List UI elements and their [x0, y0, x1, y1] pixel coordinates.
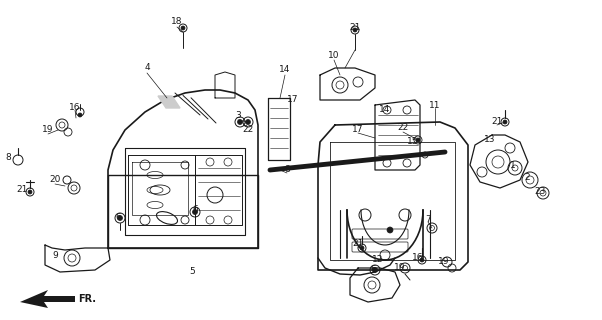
Text: 6: 6 [115, 213, 121, 222]
Text: 2: 2 [524, 173, 530, 182]
Text: 23: 23 [535, 188, 545, 196]
Circle shape [117, 215, 122, 220]
Circle shape [193, 210, 197, 214]
Text: 8: 8 [5, 154, 11, 163]
Text: 13: 13 [484, 135, 496, 145]
Text: 3: 3 [235, 110, 241, 119]
Text: 18: 18 [171, 18, 183, 27]
Circle shape [238, 119, 243, 124]
Text: 6: 6 [192, 205, 198, 214]
Circle shape [387, 227, 393, 233]
Text: 22: 22 [397, 124, 409, 132]
Circle shape [373, 268, 377, 273]
Text: 20: 20 [49, 175, 61, 185]
Circle shape [503, 120, 507, 124]
Circle shape [353, 28, 357, 32]
Text: 19: 19 [42, 125, 54, 134]
Text: 14: 14 [379, 106, 391, 115]
Text: 9: 9 [52, 251, 58, 260]
Text: 14: 14 [279, 66, 291, 75]
Text: 10: 10 [328, 51, 340, 60]
Text: 21: 21 [16, 186, 28, 195]
Text: 16: 16 [69, 102, 81, 111]
Text: 21: 21 [491, 117, 503, 126]
Text: 19: 19 [438, 257, 450, 266]
Polygon shape [20, 290, 75, 308]
Text: 6: 6 [370, 266, 376, 275]
Text: 12: 12 [372, 255, 383, 265]
Text: 19: 19 [394, 262, 406, 271]
Text: 17: 17 [352, 125, 364, 134]
Circle shape [246, 119, 250, 124]
Circle shape [416, 138, 420, 142]
Text: 17: 17 [287, 95, 299, 105]
Circle shape [78, 113, 82, 117]
Text: 21: 21 [352, 238, 364, 247]
Polygon shape [158, 96, 180, 108]
Text: 22: 22 [243, 125, 253, 134]
Text: 8: 8 [284, 165, 290, 174]
Text: 7: 7 [425, 215, 431, 225]
Text: 21: 21 [349, 23, 361, 33]
Text: 15: 15 [407, 138, 419, 147]
Text: 5: 5 [189, 268, 195, 276]
Circle shape [360, 246, 364, 250]
Circle shape [28, 190, 32, 194]
Text: 16: 16 [412, 253, 424, 262]
Text: 1: 1 [510, 161, 516, 170]
Text: 4: 4 [144, 63, 150, 73]
Text: FR.: FR. [78, 294, 96, 304]
Circle shape [181, 26, 185, 30]
Text: 11: 11 [429, 100, 441, 109]
Circle shape [420, 258, 424, 262]
